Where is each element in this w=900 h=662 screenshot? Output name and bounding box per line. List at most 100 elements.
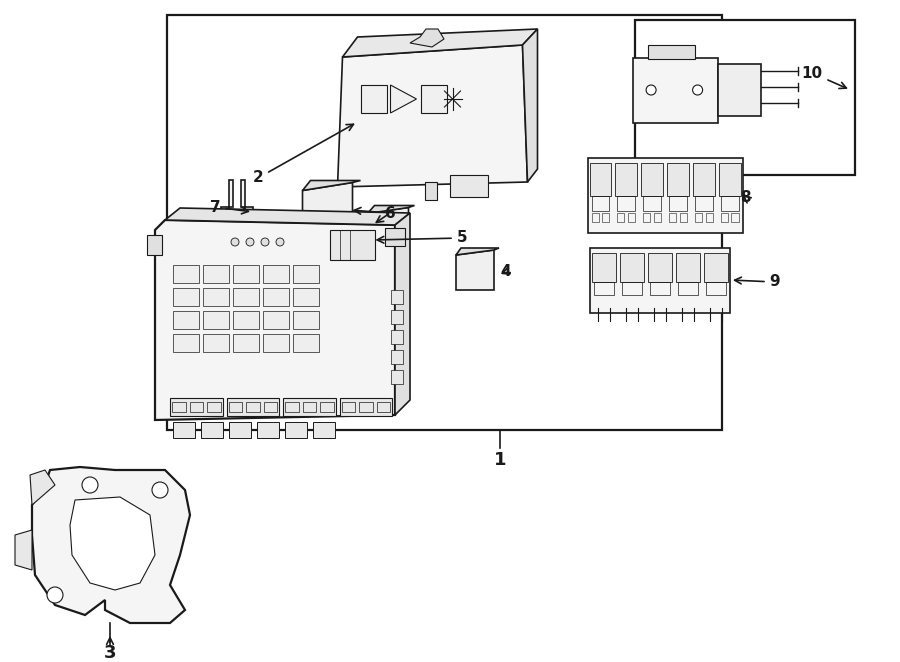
Bar [263, 334, 289, 352]
Bar [203, 288, 229, 306]
Bar [201, 422, 223, 438]
Circle shape [82, 477, 98, 493]
Bar [391, 310, 403, 324]
Bar [591, 196, 609, 211]
Polygon shape [410, 29, 444, 47]
Bar [227, 398, 279, 416]
Bar [628, 213, 635, 222]
Bar [590, 248, 730, 312]
Polygon shape [221, 179, 253, 234]
Bar [669, 196, 687, 211]
Polygon shape [302, 183, 353, 248]
Bar [592, 252, 616, 282]
Polygon shape [32, 467, 190, 623]
Bar [391, 290, 403, 304]
Bar [147, 235, 162, 255]
Bar [233, 288, 259, 306]
Polygon shape [155, 220, 395, 420]
Bar [425, 182, 437, 200]
Bar [263, 311, 289, 329]
Bar [203, 265, 229, 283]
Bar [450, 175, 488, 197]
Circle shape [276, 238, 284, 246]
Bar [695, 196, 713, 211]
Bar [246, 402, 259, 412]
Bar [633, 58, 718, 122]
Bar [641, 162, 663, 196]
Bar [233, 265, 259, 283]
Bar [233, 334, 259, 352]
Bar [376, 402, 390, 412]
Polygon shape [456, 250, 494, 290]
Polygon shape [338, 45, 527, 187]
Bar [391, 370, 403, 384]
Bar [361, 85, 386, 113]
Bar [257, 422, 279, 438]
Bar [173, 422, 195, 438]
Polygon shape [456, 248, 499, 255]
Bar [170, 398, 222, 416]
Bar [229, 402, 242, 412]
Text: 1: 1 [494, 451, 506, 469]
Polygon shape [523, 29, 537, 182]
Bar [654, 213, 661, 222]
Polygon shape [15, 530, 32, 570]
Bar [667, 162, 688, 196]
Text: 8: 8 [740, 189, 752, 205]
Polygon shape [391, 85, 417, 113]
Bar [721, 196, 739, 211]
Bar [644, 213, 651, 222]
Bar [706, 282, 726, 295]
Bar [706, 213, 713, 222]
Polygon shape [165, 208, 410, 225]
Bar [385, 228, 405, 246]
Polygon shape [70, 497, 155, 590]
Text: 3: 3 [104, 644, 116, 662]
Bar [264, 402, 277, 412]
Bar [229, 422, 251, 438]
Bar [590, 162, 611, 196]
Bar [341, 402, 355, 412]
Circle shape [231, 238, 239, 246]
Bar [648, 252, 672, 282]
Bar [602, 213, 609, 222]
Bar [721, 213, 728, 222]
Bar [650, 282, 670, 295]
Bar [616, 162, 637, 196]
Bar [293, 265, 319, 283]
Text: 9: 9 [734, 275, 780, 289]
Polygon shape [367, 205, 415, 214]
Bar [591, 213, 599, 222]
Bar [173, 311, 199, 329]
Bar [420, 85, 446, 113]
Bar [678, 282, 698, 295]
Bar [173, 334, 199, 352]
Bar [203, 334, 229, 352]
Bar [263, 288, 289, 306]
Bar [190, 402, 203, 412]
Bar [173, 265, 199, 283]
Circle shape [152, 482, 168, 498]
Bar [330, 230, 375, 260]
Polygon shape [343, 29, 537, 57]
Bar [203, 311, 229, 329]
Bar [359, 402, 373, 412]
Bar [263, 265, 289, 283]
Polygon shape [395, 213, 410, 415]
Bar [588, 158, 742, 232]
Bar [339, 398, 392, 416]
Bar [695, 213, 702, 222]
Bar [293, 311, 319, 329]
Text: 4: 4 [500, 265, 511, 279]
Bar [594, 282, 614, 295]
Bar [293, 288, 319, 306]
Bar [693, 162, 715, 196]
Bar [669, 213, 676, 222]
Bar [173, 288, 199, 306]
Circle shape [246, 238, 254, 246]
Bar [719, 162, 741, 196]
Bar [680, 213, 687, 222]
Circle shape [646, 85, 656, 95]
Bar [620, 252, 644, 282]
Bar [704, 252, 728, 282]
